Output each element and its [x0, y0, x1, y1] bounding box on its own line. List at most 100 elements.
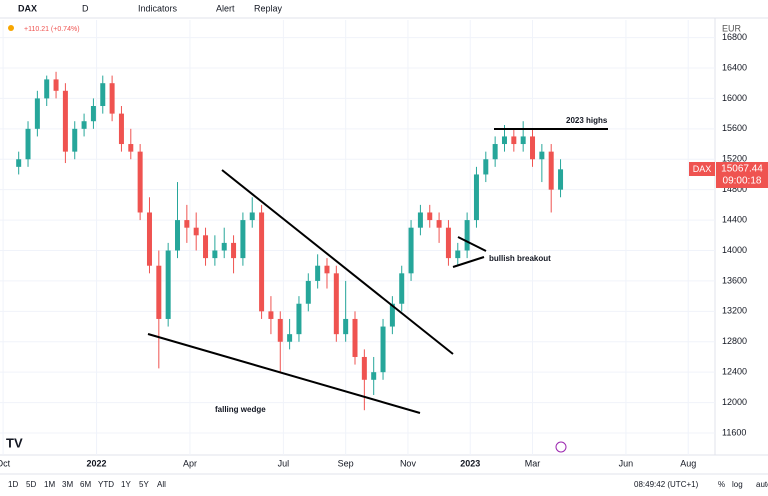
candle-body [146, 212, 152, 266]
y-tick-label: 15200 [722, 154, 747, 164]
range-button[interactable]: 5Y [139, 480, 149, 489]
candle-body [371, 372, 377, 380]
range-button[interactable]: 5D [26, 480, 36, 489]
event-icon[interactable] [555, 441, 567, 453]
candle-body [175, 220, 181, 251]
x-tick-label: Jun [619, 458, 634, 468]
scale-option[interactable]: log [732, 480, 743, 489]
candle-body [81, 121, 87, 129]
scale-option[interactable]: % [718, 480, 725, 489]
annotation: bullish breakout [489, 254, 551, 263]
y-tick-label: 16400 [722, 62, 747, 72]
y-tick-label: 14000 [722, 245, 747, 255]
x-tick-label: Oct [0, 458, 11, 468]
candle-body [62, 90, 68, 152]
candle-body [184, 220, 190, 228]
alert-button[interactable]: Alert [216, 3, 235, 13]
candle-body [558, 169, 564, 190]
candle-body [333, 273, 339, 335]
candle-body [137, 151, 143, 213]
candle-body [118, 113, 124, 145]
range-button[interactable]: 3M [62, 480, 73, 489]
range-button[interactable]: 1M [44, 480, 55, 489]
range-button[interactable]: 6M [80, 480, 91, 489]
candle-body [492, 144, 498, 160]
interval[interactable]: D [82, 3, 89, 13]
candle-body [483, 159, 489, 175]
candle-body [427, 212, 433, 221]
candle-body [193, 227, 199, 236]
candle-body [287, 334, 293, 342]
currency: EUR [722, 23, 742, 33]
status-dot [8, 25, 14, 31]
price-tag [716, 162, 768, 188]
y-tick-label: 12000 [722, 397, 747, 407]
wedge-lower [147, 333, 421, 414]
x-tick-label: Sep [338, 458, 354, 468]
x-tick-label: Apr [183, 458, 197, 468]
clock: 08:49:42 (UTC+1) [634, 480, 699, 489]
x-tick-label: Mar [525, 458, 541, 468]
x-tick-label: 2023 [460, 458, 480, 468]
candle-body [417, 212, 423, 228]
candle-body [352, 318, 358, 357]
candle-body [361, 356, 367, 380]
logo: TV [6, 435, 23, 450]
y-tick-label: 13600 [722, 275, 747, 285]
y-tick-label: 15600 [722, 123, 747, 133]
candle-body [203, 235, 209, 259]
candle-body [44, 79, 50, 99]
candle-body [473, 174, 479, 221]
countdown: 09:00:18 [723, 176, 762, 187]
candle-body [53, 79, 59, 91]
candle-body [72, 128, 78, 152]
range-button[interactable]: 1Y [121, 480, 131, 489]
change: +110.21 (+0.74%) [24, 26, 80, 33]
x-tick-label: Jul [278, 458, 290, 468]
candle-body [455, 250, 461, 259]
annotation: 2023 highs [566, 116, 608, 125]
candle-body [511, 136, 517, 145]
candle-body [100, 83, 106, 107]
candle-body [315, 265, 321, 281]
tag-symbol-bg [689, 162, 715, 176]
indicators-button[interactable]: Indicators [138, 3, 178, 13]
candle-body [380, 326, 386, 373]
candle-body [305, 280, 311, 304]
last-price: 15067.44 [721, 164, 763, 175]
y-tick-label: 14800 [722, 184, 747, 194]
candle-body [277, 318, 283, 342]
candle-body [445, 227, 451, 259]
range-button[interactable]: YTD [98, 480, 114, 489]
x-tick-label: Nov [400, 458, 417, 468]
range-button[interactable]: 1D [8, 480, 18, 489]
candle-body [389, 303, 395, 327]
candle-body [296, 303, 302, 335]
candle-body [128, 144, 134, 152]
breakout-lower [452, 256, 485, 268]
scale-option[interactable]: auto [756, 480, 768, 489]
candle-body [25, 128, 31, 160]
toolbar [0, 0, 768, 18]
x-tick-label: 2022 [87, 458, 107, 468]
candle-body [530, 136, 536, 160]
candle-body [231, 242, 237, 259]
candle-body [34, 98, 40, 129]
replay-button[interactable]: Replay [254, 3, 283, 13]
range-button[interactable]: All [157, 480, 166, 489]
y-tick-label: 13200 [722, 306, 747, 316]
candle-body [109, 83, 115, 114]
symbol[interactable]: DAX [18, 3, 37, 13]
candle-body [501, 136, 507, 145]
candle-body [240, 220, 246, 259]
x-tick-label: Aug [680, 458, 696, 468]
tag-symbol: DAX [693, 164, 712, 174]
candle-body [539, 151, 545, 160]
candle-body [221, 242, 227, 251]
candle-body [464, 220, 470, 251]
candle-body [165, 250, 171, 319]
candle-body [212, 250, 218, 259]
y-tick-label: 12400 [722, 367, 747, 377]
wedge-upper [221, 169, 454, 355]
